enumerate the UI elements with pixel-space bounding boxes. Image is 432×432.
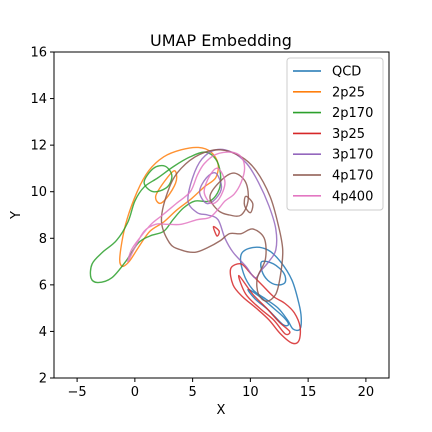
x-tick-label: −5 [68, 385, 87, 400]
x-tick-label: 20 [358, 385, 375, 400]
y-axis-label: Y [9, 211, 24, 220]
x-tick-label: 15 [300, 385, 317, 400]
x-tick-label: 0 [131, 385, 139, 400]
x-axis: −5 0 5 10 15 20 [68, 378, 375, 400]
series-2p170 [89, 151, 222, 284]
contour-4p400-1 [203, 167, 226, 205]
y-tick-label: 16 [30, 46, 47, 61]
contour-layer [89, 146, 302, 345]
y-tick-label: 12 [30, 139, 47, 154]
contour-4p170-2 [243, 195, 254, 214]
y-axis: 2 4 6 8 10 12 14 16 [30, 46, 54, 387]
legend-label-3p170: 3p170 [332, 148, 373, 163]
series-4p400 [127, 151, 246, 263]
contour-3p25-1 [237, 274, 291, 336]
legend-label-2p170: 2p170 [332, 106, 373, 121]
plot-frame [53, 51, 390, 379]
contour-3p170-1 [198, 172, 223, 205]
legend-label-2p25: 2p25 [332, 85, 365, 100]
legend-label-3p25: 3p25 [332, 127, 365, 142]
y-tick-label: 2 [39, 372, 47, 387]
chart-title: UMAP Embedding [150, 31, 292, 50]
y-tick-label: 6 [39, 278, 47, 293]
series-2p25 [119, 146, 220, 268]
contour-qcd-1 [260, 260, 287, 286]
legend-box [286, 57, 384, 211]
x-tick-label: 5 [188, 385, 196, 400]
contour-3p25-0 [229, 263, 302, 345]
contour-4p170-0 [160, 149, 284, 302]
x-axis-label: X [217, 403, 226, 418]
y-tick-label: 4 [39, 325, 47, 340]
x-tick-label: 10 [242, 385, 259, 400]
legend-label-4p170: 4p170 [332, 169, 373, 184]
contour-2p25-1 [154, 170, 178, 205]
y-tick-label: 8 [39, 232, 47, 247]
contour-2p170-0 [89, 151, 222, 284]
plot-area [89, 146, 302, 345]
contour-4p400-0 [127, 151, 246, 263]
series-4p170 [160, 149, 284, 302]
legend-label-qcd: QCD [332, 65, 361, 80]
contour-3p25-2 [212, 225, 220, 237]
y-tick-label: 14 [30, 92, 47, 107]
series-3p25 [212, 225, 302, 345]
contour-2p25-0 [119, 146, 220, 268]
legend: QCD 2p25 2p170 3p25 3p170 4p170 4p400 [286, 57, 384, 211]
legend-label-4p400: 4p400 [332, 189, 373, 204]
y-tick-label: 10 [30, 185, 47, 200]
contour-2p170-1 [143, 164, 173, 193]
contour-4p170-1 [209, 172, 250, 217]
